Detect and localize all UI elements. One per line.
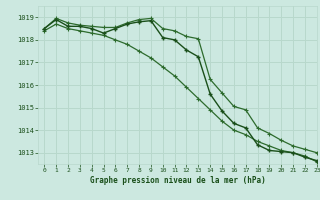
X-axis label: Graphe pression niveau de la mer (hPa): Graphe pression niveau de la mer (hPa) xyxy=(90,176,266,185)
